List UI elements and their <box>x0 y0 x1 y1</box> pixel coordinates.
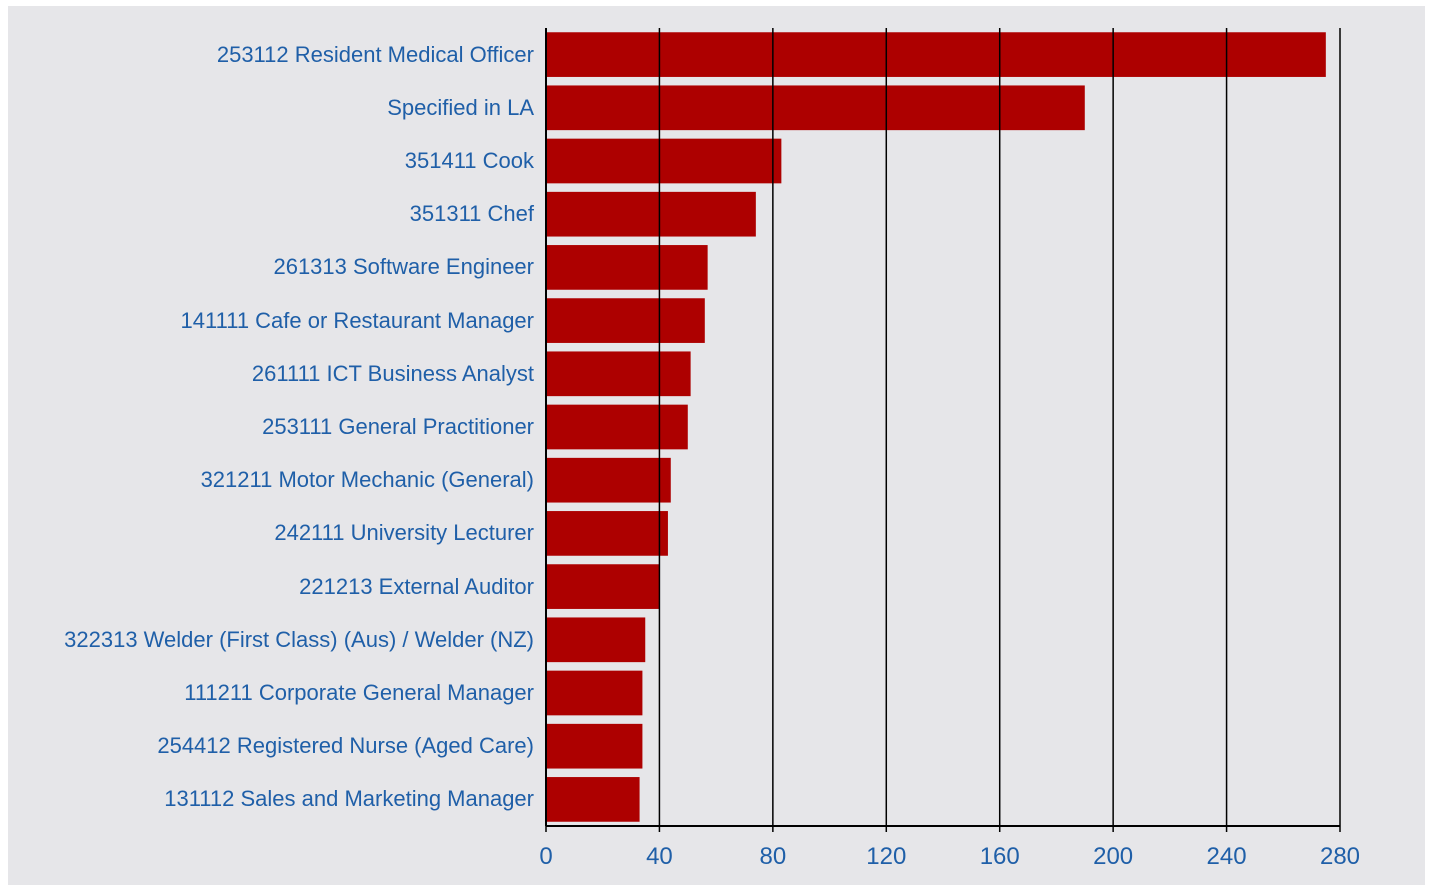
bar <box>546 457 671 503</box>
chart: 0 40 80 120 160 200 240 280 <box>539 28 1360 870</box>
x-tick-label: 80 <box>760 843 787 870</box>
x-tick-label: 40 <box>646 843 673 870</box>
bar <box>546 404 688 450</box>
y-tick-label: 261313 Software Engineer <box>273 254 534 280</box>
bar <box>546 670 643 716</box>
y-tick-label: 322313 Welder (First Class) (Aus) / Weld… <box>64 626 534 652</box>
y-tick-label: 321211 Motor Mechanic (General) <box>200 467 534 493</box>
chart-area: 0 40 80 120 160 200 240 280 253112 Resident Med… <box>8 6 1425 885</box>
y-tick-label: 131112 Sales and Marketing Manager <box>164 786 534 812</box>
y-tick-label: 141111 Cafe or Restaurant Manager <box>180 307 534 333</box>
bar <box>546 351 691 397</box>
y-tick-label: 253112 Resident Medical Officer <box>216 41 534 67</box>
bar <box>546 723 643 769</box>
y-tick-label: Specified in LA <box>387 94 534 120</box>
x-tick-label: 0 <box>539 843 552 870</box>
y-tick-label: 261111 ICT Business Analyst <box>251 360 534 386</box>
x-tick-label: 120 <box>866 843 906 870</box>
bar <box>546 85 1085 131</box>
y-tick-label: 351311 Chef <box>409 201 534 227</box>
bar <box>546 245 708 290</box>
y-tick-label: 254412 Registered Nurse (Aged Care) <box>157 733 534 759</box>
bar <box>546 138 782 184</box>
x-tick-label: 160 <box>980 843 1020 870</box>
y-tick-label: 221213 External Auditor <box>299 573 534 599</box>
bar <box>546 191 756 237</box>
bar <box>546 564 660 609</box>
bar <box>546 511 668 556</box>
bar <box>546 777 640 822</box>
bar <box>546 298 705 343</box>
y-tick-label: 253111 General Practitioner <box>262 413 534 439</box>
y-tick-label: 242111 University Lecturer <box>274 520 534 546</box>
y-tick-label: 351411 Cook <box>404 147 534 173</box>
x-tick-label: 200 <box>1093 843 1133 870</box>
x-tick-label: 240 <box>1207 843 1247 870</box>
y-tick-label: 111211 Corporate General Manager <box>184 679 534 705</box>
bar <box>546 32 1326 77</box>
bar <box>546 617 646 663</box>
x-tick-label: 280 <box>1320 843 1360 870</box>
